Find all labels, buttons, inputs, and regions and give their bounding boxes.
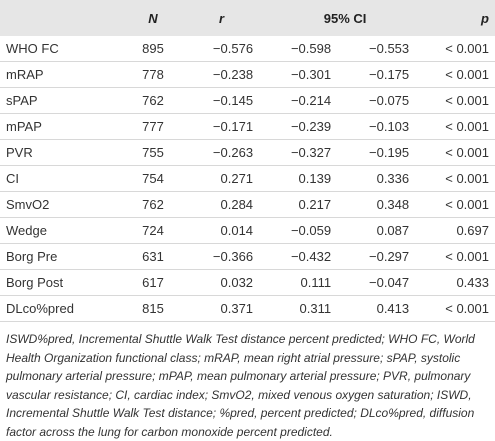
- table-cell: 617: [117, 269, 189, 296]
- table-cell: 895: [117, 36, 189, 62]
- row-label: CI: [0, 165, 117, 192]
- table-cell: 0.697: [423, 217, 495, 244]
- table-cell: 0.217: [267, 191, 346, 218]
- table-cell: 0.413: [345, 295, 424, 322]
- table-cell: −0.263: [189, 139, 268, 166]
- table-cell: −0.145: [189, 87, 268, 114]
- row-label: Borg Pre: [0, 243, 117, 270]
- table-cell: < 0.001: [423, 61, 495, 88]
- table-cell: < 0.001: [423, 139, 495, 166]
- table-cell: −0.059: [267, 217, 346, 244]
- table-cell: −0.238: [189, 61, 268, 88]
- table-cell: 0.271: [189, 165, 268, 192]
- table-row: sPAP 762 −0.145 −0.214 −0.075 < 0.001: [0, 87, 495, 114]
- table-body: WHO FC 895 −0.576 −0.598 −0.553 < 0.001 mRAP 77…: [0, 36, 495, 322]
- row-label: WHO FC: [0, 36, 117, 62]
- table-cell: < 0.001: [423, 165, 495, 192]
- table-cell: 0.032: [189, 269, 268, 296]
- table-cell: 0.014: [189, 217, 268, 244]
- table-cell: −0.432: [267, 243, 346, 270]
- row-label: Wedge: [0, 217, 117, 244]
- table-cell: < 0.001: [423, 87, 495, 114]
- header-row: N r 95% CI p: [0, 0, 495, 36]
- table-cell: −0.171: [189, 113, 268, 140]
- header-cell: p: [481, 10, 489, 26]
- table-row: CI 754 0.271 0.139 0.336 < 0.001: [0, 165, 495, 192]
- row-label: SmvO2: [0, 191, 117, 218]
- row-label: sPAP: [0, 87, 117, 114]
- table-cell: 631: [117, 243, 189, 270]
- table-cell: −0.598: [267, 36, 346, 62]
- row-label: Borg Post: [0, 269, 117, 296]
- table-cell: 0.139: [267, 165, 346, 192]
- table-cell: 0.111: [267, 269, 346, 296]
- table-cell: 754: [117, 165, 189, 192]
- header-cell: r: [218, 10, 225, 26]
- data-table: N r 95% CI p WHO FC 895 −0.576 −0.598 −0.553…: [0, 0, 495, 322]
- table-cell: 0.284: [189, 191, 268, 218]
- table-cell: 0.348: [345, 191, 424, 218]
- row-label: PVR: [0, 139, 117, 166]
- table-cell: −0.214: [267, 87, 346, 114]
- table-cell: 0.336: [345, 165, 424, 192]
- table-cell: −0.366: [189, 243, 268, 270]
- footnote: ISWD%pred, Incremental Shuttle Walk Test…: [6, 332, 475, 439]
- table-row: mPAP 777 −0.171 −0.239 −0.103 < 0.001: [0, 113, 495, 140]
- table-cell: −0.576: [189, 36, 268, 62]
- table-cell: 0.087: [345, 217, 424, 244]
- table-cell: 0.311: [267, 295, 346, 322]
- header-cell: [0, 0, 117, 36]
- table-cell: −0.175: [345, 61, 424, 88]
- table-cell: 762: [117, 191, 189, 218]
- table-row: PVR 755 −0.263 −0.327 −0.195 < 0.001: [0, 139, 495, 166]
- table-cell: −0.047: [345, 269, 424, 296]
- row-label: mRAP: [0, 61, 117, 88]
- table-cell: < 0.001: [423, 36, 495, 62]
- table-cell: 778: [117, 61, 189, 88]
- table-row: WHO FC 895 −0.576 −0.598 −0.553 < 0.001: [0, 36, 495, 62]
- table-cell: −0.239: [267, 113, 346, 140]
- header-cell: 95% CI: [323, 10, 367, 26]
- table-row: mRAP 778 −0.238 −0.301 −0.175 < 0.001: [0, 61, 495, 88]
- table-row: Borg Post 617 0.032 0.111 −0.047 0.433: [0, 269, 495, 296]
- row-label: mPAP: [0, 113, 117, 140]
- table-cell: < 0.001: [423, 191, 495, 218]
- table-cell: −0.301: [267, 61, 346, 88]
- table-cell: 0.433: [423, 269, 495, 296]
- table-cell: −0.553: [345, 36, 424, 62]
- table-cell: < 0.001: [423, 295, 495, 322]
- table-row: Wedge 724 0.014 −0.059 0.087 0.697: [0, 217, 495, 244]
- row-label: DLco%pred: [0, 295, 117, 322]
- table-row: DLco%pred 815 0.371 0.311 0.413 < 0.001: [0, 295, 495, 322]
- table-cell: −0.103: [345, 113, 424, 140]
- table-cell: −0.327: [267, 139, 346, 166]
- table-cell: 0.371: [189, 295, 268, 322]
- table-cell: −0.297: [345, 243, 424, 270]
- table-cell: 755: [117, 139, 189, 166]
- table-cell: < 0.001: [423, 113, 495, 140]
- table-cell: −0.195: [345, 139, 424, 166]
- table-cell: 762: [117, 87, 189, 114]
- table-row: Borg Pre 631 −0.366 −0.432 −0.297 < 0.001: [0, 243, 495, 270]
- table-cell: 724: [117, 217, 189, 244]
- table-cell: < 0.001: [423, 243, 495, 270]
- table-cell: −0.075: [345, 87, 424, 114]
- table-cell: 815: [117, 295, 189, 322]
- table-cell: 777: [117, 113, 189, 140]
- header-cell: N: [148, 10, 158, 26]
- table-row: SmvO2 762 0.284 0.217 0.348 < 0.001: [0, 191, 495, 218]
